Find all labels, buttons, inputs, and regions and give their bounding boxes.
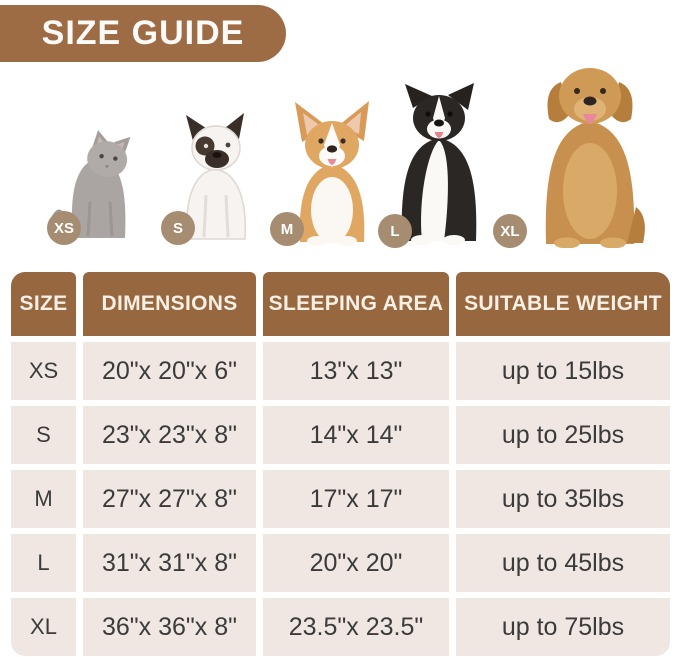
column-header-sleeping-area: SLEEPING AREA: [263, 272, 449, 336]
size-badge-xs: XS: [47, 211, 81, 245]
cell-size: XL: [11, 598, 76, 656]
size-badge-m: M: [270, 212, 304, 246]
cell-dimensions: 31"x 31"x 8": [83, 534, 256, 592]
cell-size: M: [11, 470, 76, 528]
cell-dimensions: 23"x 23"x 8": [83, 406, 256, 464]
cell-dimensions: 27"x 27"x 8": [83, 470, 256, 528]
size-badge-l: L: [378, 214, 412, 248]
border-collie-icon: [401, 83, 477, 245]
cell-sleeping-area: 13"x 13": [263, 342, 449, 400]
size-badge-s: S: [161, 211, 195, 245]
cell-dimensions: 20"x 20"x 6": [83, 342, 256, 400]
cell-suitable-weight: up to 35lbs: [456, 470, 670, 528]
cell-sleeping-area: 14"x 14": [263, 406, 449, 464]
column-header-size: SIZE: [11, 272, 76, 336]
size-guide-banner: SIZE GUIDE: [0, 5, 286, 62]
cell-suitable-weight: up to 45lbs: [456, 534, 670, 592]
french-bulldog-icon: [185, 113, 247, 240]
column-header-suitable-weight: SUITABLE WEIGHT: [456, 272, 670, 336]
cell-size: S: [11, 406, 76, 464]
size-table: SIZE DIMENSIONS SLEEPING AREA SUITABLE W…: [11, 272, 670, 656]
page-title: SIZE GUIDE: [41, 14, 245, 52]
cell-suitable-weight: up to 15lbs: [456, 342, 670, 400]
cell-sleeping-area: 17"x 17": [263, 470, 449, 528]
cell-sleeping-area: 23.5"x 23.5": [263, 598, 449, 656]
cell-dimensions: 36"x 36"x 8": [83, 598, 256, 656]
golden-retriever-icon: [545, 68, 645, 248]
cell-size: XS: [11, 342, 76, 400]
cell-sleeping-area: 20"x 20": [263, 534, 449, 592]
column-header-dimensions: DIMENSIONS: [83, 272, 256, 336]
corgi-icon: [295, 101, 369, 246]
cat-icon: [50, 130, 131, 241]
cell-suitable-weight: up to 25lbs: [456, 406, 670, 464]
size-badge-xl: XL: [493, 214, 527, 248]
cell-suitable-weight: up to 75lbs: [456, 598, 670, 656]
cell-size: L: [11, 534, 76, 592]
